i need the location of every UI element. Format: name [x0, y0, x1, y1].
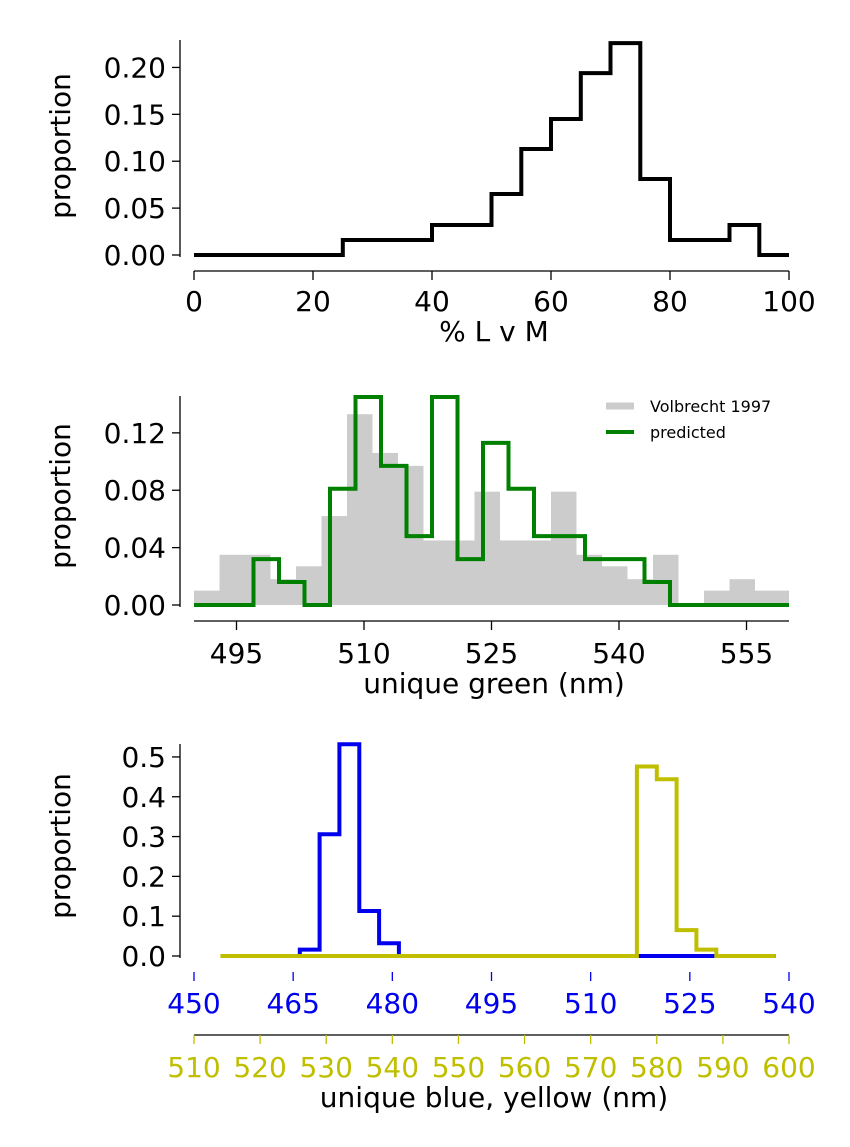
p3-series-line-blue — [260, 742, 776, 958]
p1-x-tick-label: 20 — [295, 285, 331, 318]
p3-y-axis-label: proportion — [44, 773, 77, 919]
p3-yellow-x-tick-label: 530 — [299, 1051, 352, 1084]
p3-blue-x-tick-label: 495 — [465, 987, 518, 1020]
p2-reference-bar — [525, 540, 551, 605]
p3-yellow-x-tick-label: 520 — [233, 1051, 286, 1084]
p1-y-tick-label: 0.00 — [104, 239, 166, 272]
p2-reference-bar — [729, 579, 755, 605]
p3-y-tick-label: 0.3 — [121, 821, 166, 854]
p1-series-line — [194, 41, 789, 257]
p2-reference-bar — [653, 554, 679, 605]
p3-yellow-x-tick-label: 510 — [167, 1051, 220, 1084]
p3-yellow-x-tick-label: 580 — [630, 1051, 683, 1084]
p2-y-tick-label: 0.12 — [104, 417, 166, 450]
p3-y-tick-label: 0.1 — [121, 900, 166, 933]
p1-x-tick-label: 80 — [652, 285, 688, 318]
p3-yellow-x-tick-label: 590 — [696, 1051, 749, 1084]
p2-reference-bar — [372, 452, 398, 605]
panel-unique-green-histogram: 0.00 0.04 0.08 0.12 495 510 525 540 555 Volbrecht… — [44, 395, 789, 700]
p2-x-axis-label: unique green (nm) — [363, 667, 625, 700]
p3-blue-x-tick-label: 510 — [564, 987, 617, 1020]
p3-x-axis-label: unique blue, yellow (nm) — [320, 1081, 668, 1114]
p3-y-tick-label: 0.0 — [121, 940, 166, 973]
p2-legend-label-predicted: predicted — [650, 423, 726, 442]
p2-reference-bar — [423, 540, 449, 605]
p2-y-axis-label: proportion — [44, 423, 77, 569]
panel-unique-blue-yellow-histogram: 0.0 0.1 0.2 0.3 0.4 0.5 450 465 480 495 510 525 540 5… — [44, 741, 816, 1114]
p2-reference-bar — [245, 554, 271, 605]
p3-yellow-x-tick-label: 600 — [762, 1051, 815, 1084]
p2-reference-bar — [551, 491, 577, 605]
p2-reference-bar — [219, 554, 245, 605]
p3-y-tick-label: 0.5 — [121, 741, 166, 774]
p2-reference-bar — [449, 540, 475, 605]
p3-blue-x-tick-label: 540 — [762, 987, 815, 1020]
p3-y-tick-label: 0.4 — [121, 781, 166, 814]
p3-y-tick-label: 0.2 — [121, 860, 166, 893]
p2-y-tick-label: 0.04 — [104, 532, 166, 565]
p2-x-tick-label: 540 — [592, 637, 645, 670]
p2-reference-bar — [296, 566, 322, 605]
p3-yellow-x-tick-label: 550 — [432, 1051, 485, 1084]
p2-y-tick-label: 0.08 — [104, 474, 166, 507]
p1-x-tick-label: 40 — [414, 285, 450, 318]
p2-reference-bar — [576, 554, 602, 605]
p3-blue-x-tick-label: 480 — [366, 987, 419, 1020]
panel-lvm-histogram: 0.00 0.05 0.10 0.15 0.20 0 20 40 60 80 100 % L v M p… — [44, 40, 816, 348]
p3-yellow-x-tick-label: 560 — [498, 1051, 551, 1084]
p3-series-line-yellow — [220, 764, 776, 958]
p1-x-tick-label: 100 — [762, 285, 815, 318]
p1-x-tick-label: 60 — [533, 285, 569, 318]
p3-blue-x-tick-label: 525 — [663, 987, 716, 1020]
p2-reference-bar — [500, 540, 526, 605]
p2-reference-bar — [347, 414, 373, 605]
p2-legend-label-reference: Volbrecht 1997 — [650, 397, 771, 416]
p3-yellow-x-tick-label: 540 — [366, 1051, 419, 1084]
p2-x-tick-label: 495 — [210, 637, 263, 670]
p1-y-tick-label: 0.15 — [104, 98, 166, 131]
p2-reference-bar — [194, 590, 220, 605]
p1-y-axis-label: proportion — [44, 73, 77, 219]
p2-reference-bar — [474, 491, 500, 605]
p2-reference-bar — [755, 590, 789, 605]
p2-reference-bar — [321, 516, 347, 605]
p2-x-tick-label: 525 — [465, 637, 518, 670]
p1-y-tick-label: 0.20 — [104, 51, 166, 84]
p2-x-tick-label: 510 — [337, 637, 390, 670]
p1-x-axis-label: % L v M — [439, 315, 549, 348]
p2-reference-bar — [602, 566, 628, 605]
p1-y-tick-label: 0.05 — [104, 192, 166, 225]
p2-predicted-line — [194, 395, 789, 607]
p2-x-tick-label: 555 — [720, 637, 773, 670]
p3-yellow-x-tick-label: 570 — [564, 1051, 617, 1084]
p3-blue-x-tick-label: 465 — [266, 987, 319, 1020]
p2-reference-bar — [704, 590, 730, 605]
p2-y-tick-label: 0.00 — [104, 589, 166, 622]
p1-x-tick-label: 0 — [185, 285, 203, 318]
p3-blue-x-tick-label: 450 — [167, 987, 220, 1020]
p1-y-tick-label: 0.10 — [104, 145, 166, 178]
